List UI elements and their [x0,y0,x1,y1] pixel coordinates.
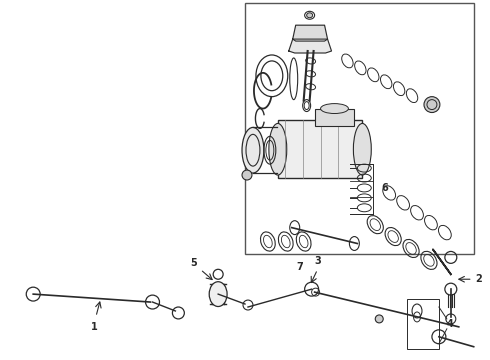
Ellipse shape [320,104,348,113]
Text: 7: 7 [296,262,303,272]
Bar [245,3,474,255]
Text: 5: 5 [190,258,196,268]
Ellipse shape [307,13,313,18]
Ellipse shape [242,127,264,173]
Ellipse shape [269,123,287,175]
Bar [278,121,362,178]
Bar [407,299,439,349]
Ellipse shape [353,123,371,175]
Text: 2: 2 [475,274,482,284]
Ellipse shape [242,170,252,180]
Text: 4: 4 [447,319,454,329]
Text: 1: 1 [91,322,97,332]
Polygon shape [293,25,327,41]
Bar [315,109,354,126]
Text: 6: 6 [381,183,388,193]
Ellipse shape [424,96,440,113]
Text: 3: 3 [314,256,321,266]
Ellipse shape [375,315,383,323]
Ellipse shape [209,282,227,306]
Polygon shape [289,39,332,53]
